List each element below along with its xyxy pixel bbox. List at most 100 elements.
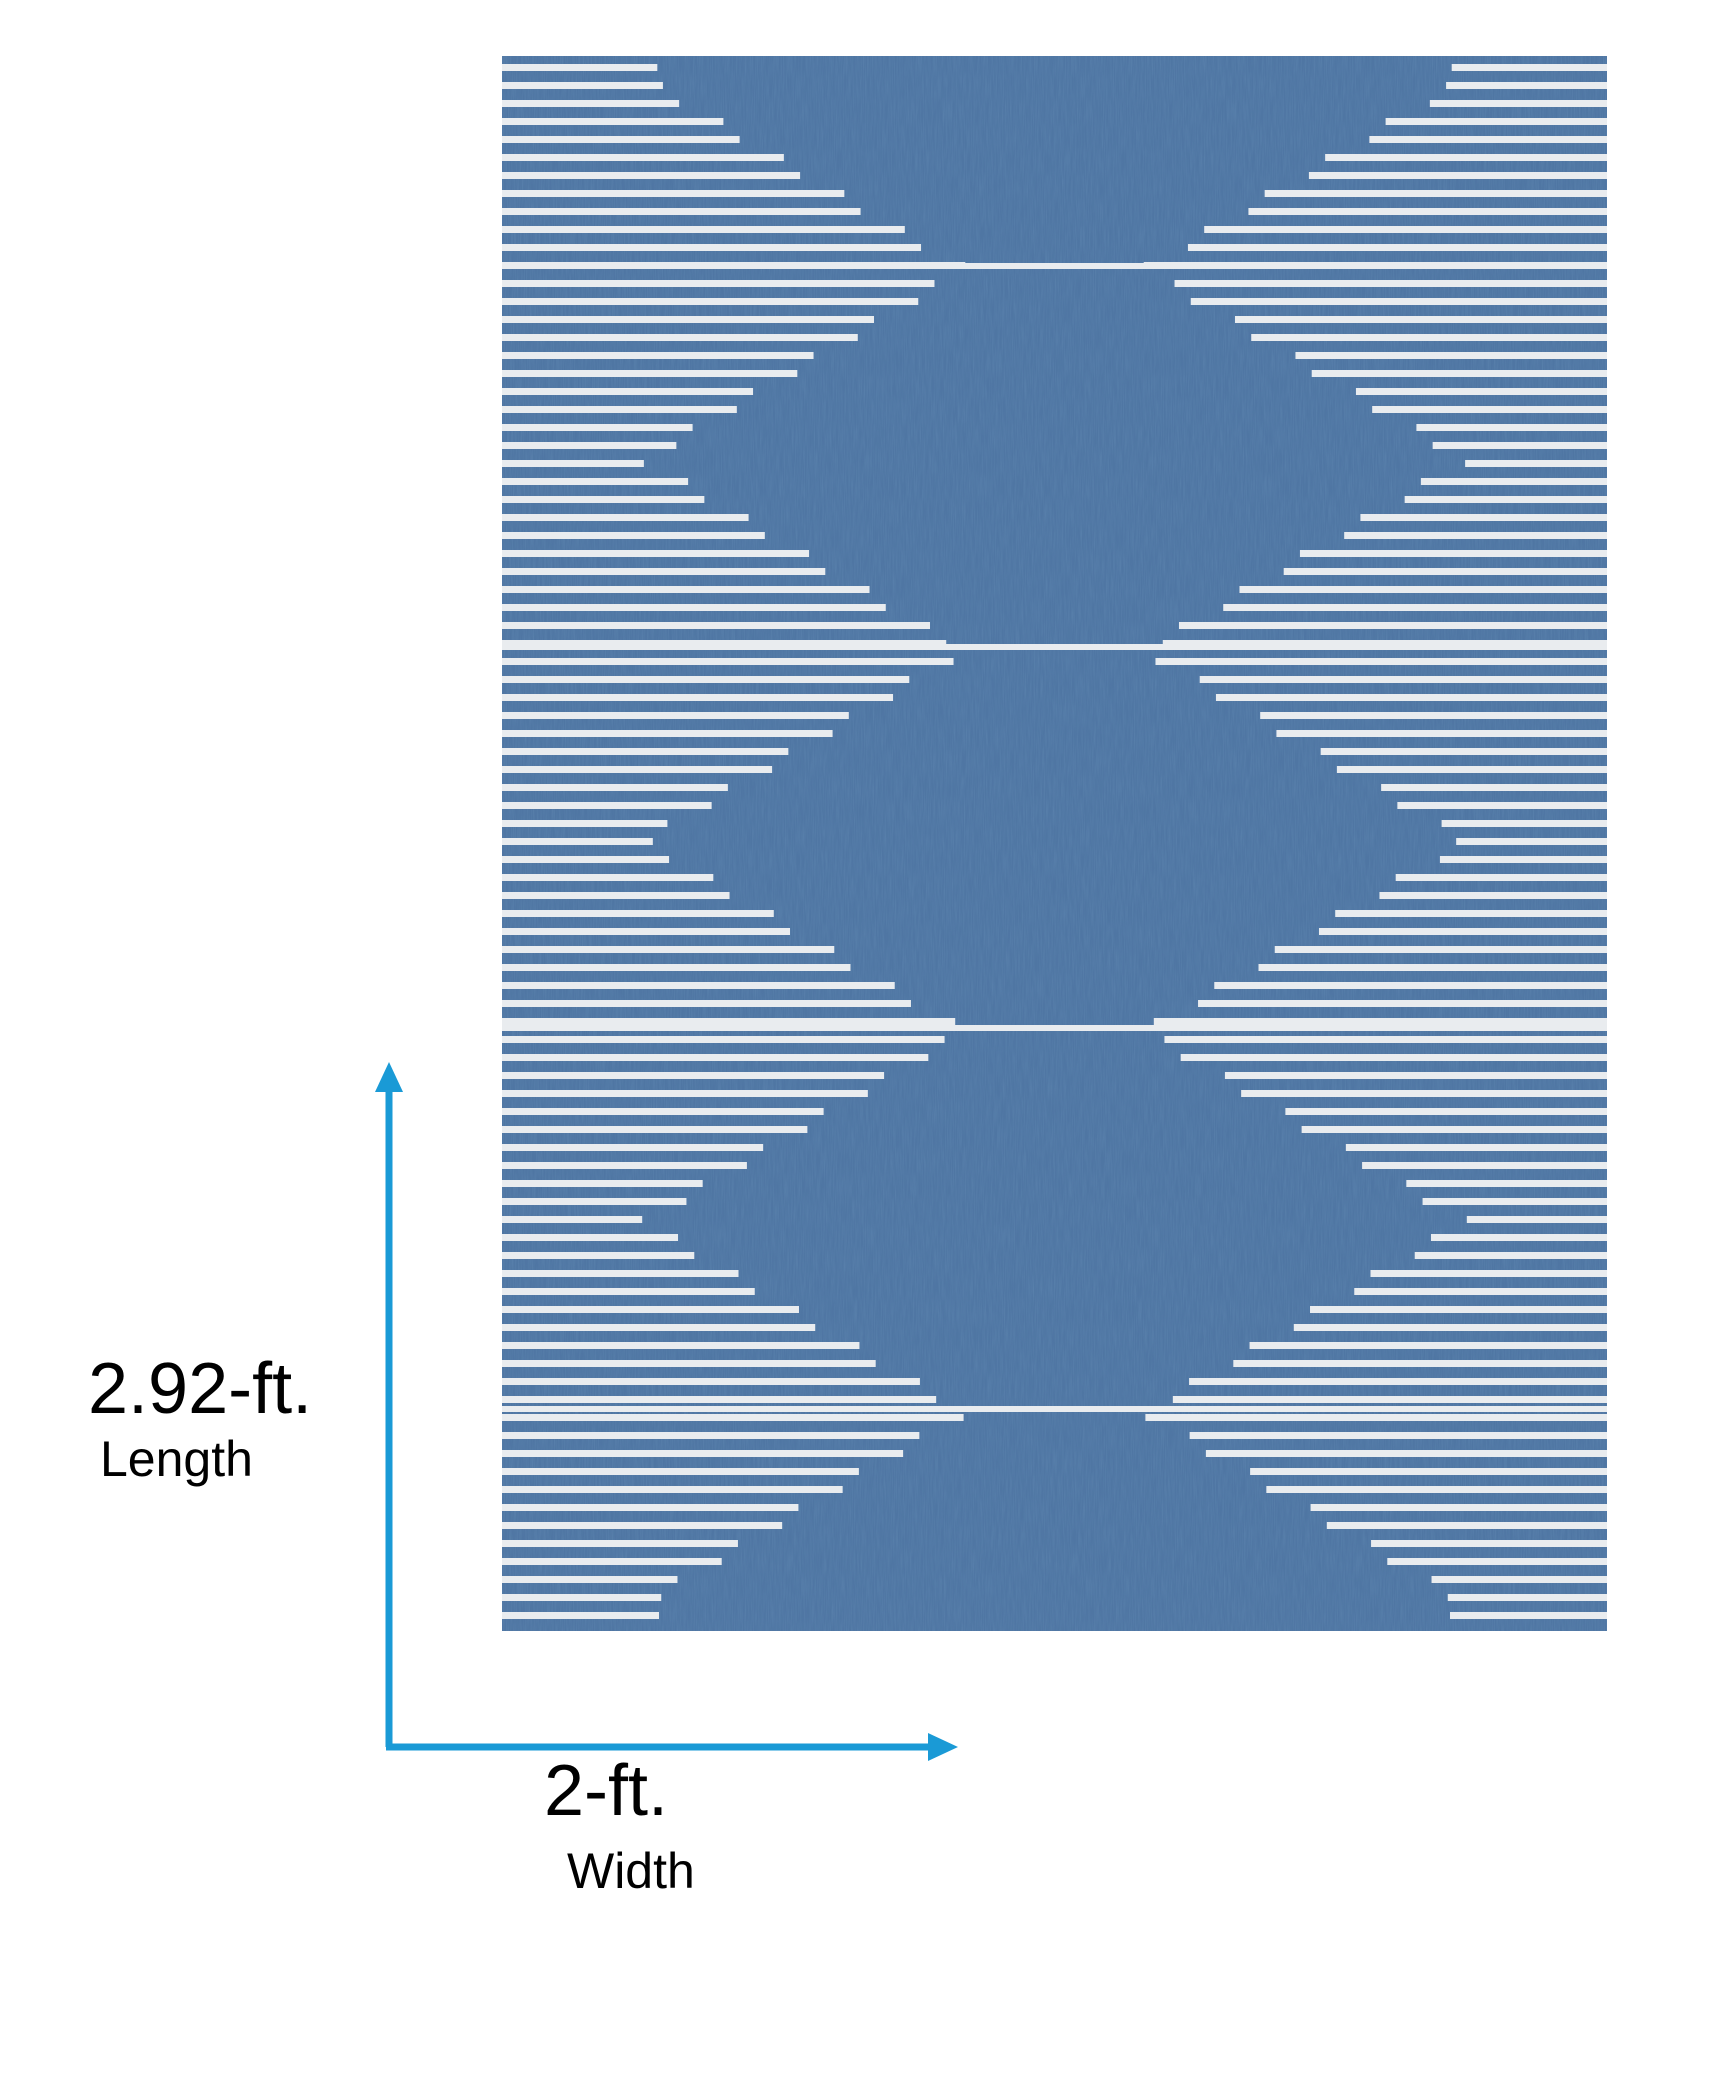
rug-stripe	[1416, 424, 1607, 431]
rug-stripe	[1215, 694, 1607, 701]
rug-stripe	[1311, 370, 1607, 377]
rug-stripe	[502, 1360, 876, 1367]
rug-stripe	[1223, 604, 1607, 611]
rug-stripe	[502, 244, 922, 251]
rug-stripe	[1451, 64, 1607, 71]
rug-stripe	[502, 658, 954, 665]
rug-stripe	[1276, 730, 1607, 737]
rug-stripe	[1450, 1612, 1607, 1619]
rug-stripe	[502, 442, 677, 449]
rug-stripe	[502, 1270, 739, 1277]
rug-stripe	[1429, 100, 1607, 107]
rug-stripe	[1283, 568, 1607, 575]
rug-center-line	[502, 1025, 1607, 1031]
rug-stripe	[502, 1414, 964, 1421]
rug-stripe	[1439, 856, 1607, 863]
rug-stripe	[1326, 1522, 1607, 1529]
rug-stripe	[1248, 208, 1607, 215]
rug-stripe	[1187, 244, 1607, 251]
rug-stripe	[502, 622, 931, 629]
rug-stripe	[502, 766, 773, 773]
rug-stripe	[502, 910, 774, 917]
rug-stripe	[1441, 820, 1607, 827]
rug-stripe	[502, 1576, 678, 1583]
rug-stripe	[502, 208, 861, 215]
rug-stripe	[1406, 1180, 1607, 1187]
rug-stripe	[502, 1558, 722, 1565]
rug-stripe	[1155, 658, 1607, 665]
rug-stripe	[502, 1342, 860, 1349]
rug-center-line	[502, 263, 1607, 269]
rug-stripe	[502, 370, 798, 377]
rug-stripe	[502, 604, 886, 611]
rug-stripe	[502, 892, 730, 899]
rug-stripe	[1381, 784, 1607, 791]
rug-stripe	[1301, 1126, 1607, 1133]
rug-stripe	[502, 1432, 920, 1439]
rug-stripe	[1465, 460, 1607, 467]
rug-stripe	[1233, 1360, 1607, 1367]
rug-stripe	[502, 136, 740, 143]
rug-stripe	[502, 478, 689, 485]
rug-stripe	[1370, 1270, 1607, 1277]
rug-stripe	[1395, 874, 1607, 881]
rug-stripe	[1180, 1054, 1607, 1061]
rug-texture	[502, 56, 1607, 1631]
rug-stripe	[1189, 1432, 1607, 1439]
rug-stripe	[1414, 1252, 1607, 1259]
rug-stripe	[502, 802, 712, 809]
rug-stripe	[502, 1378, 920, 1385]
rug-stripe	[502, 838, 653, 845]
rug-stripe	[502, 676, 910, 683]
rug-stripe	[1345, 1144, 1607, 1151]
rug-stripe	[1397, 802, 1607, 809]
rug-stripe	[502, 298, 919, 305]
rug-stripe	[1199, 676, 1607, 683]
rug-stripe	[502, 1216, 643, 1223]
length-label: Length	[100, 1431, 253, 1487]
rug-stripe	[1260, 712, 1607, 719]
rug-stripe	[502, 1198, 687, 1205]
rug-stripe	[1430, 1234, 1607, 1241]
rug-stripe	[502, 928, 791, 935]
rug-stripe	[502, 1468, 859, 1475]
rug-stripe	[502, 1594, 662, 1601]
rug-stripe	[502, 1126, 808, 1133]
rug-stripe	[502, 1054, 929, 1061]
length-value: 2.92-ft.	[88, 1349, 312, 1429]
rug-stripe	[502, 1288, 755, 1295]
rug-stripe	[1266, 1486, 1607, 1493]
rug-stripe	[502, 172, 801, 179]
rug-stripe	[502, 1180, 703, 1187]
rug-stripe	[502, 190, 845, 197]
rug-stripe	[1239, 586, 1607, 593]
rug-stripe	[1344, 532, 1607, 539]
rug-stripe	[1274, 946, 1607, 953]
rug-stripe	[502, 568, 826, 575]
rug-stripe	[502, 1252, 695, 1259]
rug-stripe	[1422, 1198, 1607, 1205]
rug-stripe	[502, 946, 835, 953]
rug-stripe	[502, 874, 714, 881]
rug-stripe	[502, 460, 644, 467]
rug-stripe	[1295, 352, 1607, 359]
rug-stripe	[1456, 838, 1607, 845]
rug-stripe	[502, 712, 849, 719]
rug-stripe	[1251, 334, 1607, 341]
width-arrow	[386, 1733, 958, 1761]
rug-stripe	[502, 334, 858, 341]
rug-stripe	[1178, 622, 1607, 629]
rug-stripe	[502, 100, 680, 107]
rug-stripe	[502, 64, 658, 71]
rug-stripe	[1162, 640, 1607, 647]
rug-stripe	[502, 1018, 956, 1025]
rug-stripe	[1371, 1540, 1607, 1547]
rug-stripe	[502, 550, 810, 557]
rug-stripe	[502, 82, 663, 89]
rug-stripe	[502, 1396, 937, 1403]
rug-stripe	[502, 982, 895, 989]
rug-stripe	[502, 1450, 904, 1457]
rug-stripe	[1205, 1450, 1607, 1457]
rug-center-line	[502, 644, 1607, 650]
rug-stripe	[502, 1486, 843, 1493]
